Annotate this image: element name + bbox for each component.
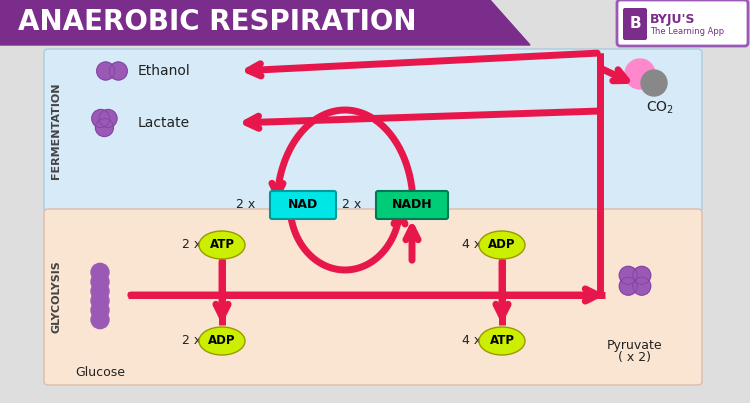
Text: 4 x: 4 x (462, 239, 482, 251)
Text: BYJU'S: BYJU'S (650, 13, 695, 27)
Circle shape (91, 264, 109, 281)
Text: ATP: ATP (490, 334, 514, 347)
Text: CO$_2$: CO$_2$ (646, 100, 674, 116)
FancyBboxPatch shape (270, 191, 336, 219)
Text: NADH: NADH (392, 199, 432, 212)
Circle shape (91, 282, 109, 300)
Ellipse shape (479, 327, 525, 355)
Circle shape (625, 59, 655, 89)
Text: ADP: ADP (488, 239, 516, 251)
FancyBboxPatch shape (617, 0, 748, 46)
Circle shape (620, 277, 638, 295)
Ellipse shape (479, 231, 525, 259)
Ellipse shape (199, 327, 245, 355)
Text: ANAEROBIC RESPIRATION: ANAEROBIC RESPIRATION (18, 8, 416, 36)
Text: Lactate: Lactate (138, 116, 190, 130)
Text: B: B (629, 17, 640, 31)
Text: Pyruvate: Pyruvate (608, 339, 663, 351)
Circle shape (620, 266, 638, 285)
Text: Glucose: Glucose (75, 366, 125, 380)
Circle shape (641, 70, 667, 96)
Circle shape (92, 110, 110, 127)
Text: Ethanol: Ethanol (138, 64, 190, 78)
Circle shape (91, 311, 109, 328)
Circle shape (97, 62, 115, 80)
Text: 2 x: 2 x (236, 199, 256, 212)
Circle shape (110, 62, 128, 80)
Circle shape (91, 273, 109, 291)
Text: 2 x: 2 x (182, 239, 202, 251)
Text: 4 x: 4 x (462, 334, 482, 347)
Text: 2 x: 2 x (342, 199, 362, 212)
FancyBboxPatch shape (44, 209, 702, 385)
Text: GLYCOLYSIS: GLYCOLYSIS (51, 261, 61, 333)
FancyBboxPatch shape (376, 191, 448, 219)
Circle shape (91, 301, 109, 319)
Text: NAD: NAD (288, 199, 318, 212)
Circle shape (633, 277, 651, 295)
Circle shape (633, 266, 651, 285)
Circle shape (95, 118, 113, 137)
Text: The Learning App: The Learning App (650, 27, 724, 37)
Text: ATP: ATP (209, 239, 235, 251)
Circle shape (91, 292, 109, 310)
Ellipse shape (199, 231, 245, 259)
FancyBboxPatch shape (623, 8, 647, 40)
Text: FERMENTATION: FERMENTATION (51, 83, 61, 179)
FancyBboxPatch shape (44, 49, 702, 212)
Text: 2 x: 2 x (182, 334, 202, 347)
Text: ( x 2): ( x 2) (619, 351, 652, 364)
Polygon shape (0, 0, 530, 45)
Circle shape (99, 110, 117, 127)
Text: ADP: ADP (209, 334, 236, 347)
